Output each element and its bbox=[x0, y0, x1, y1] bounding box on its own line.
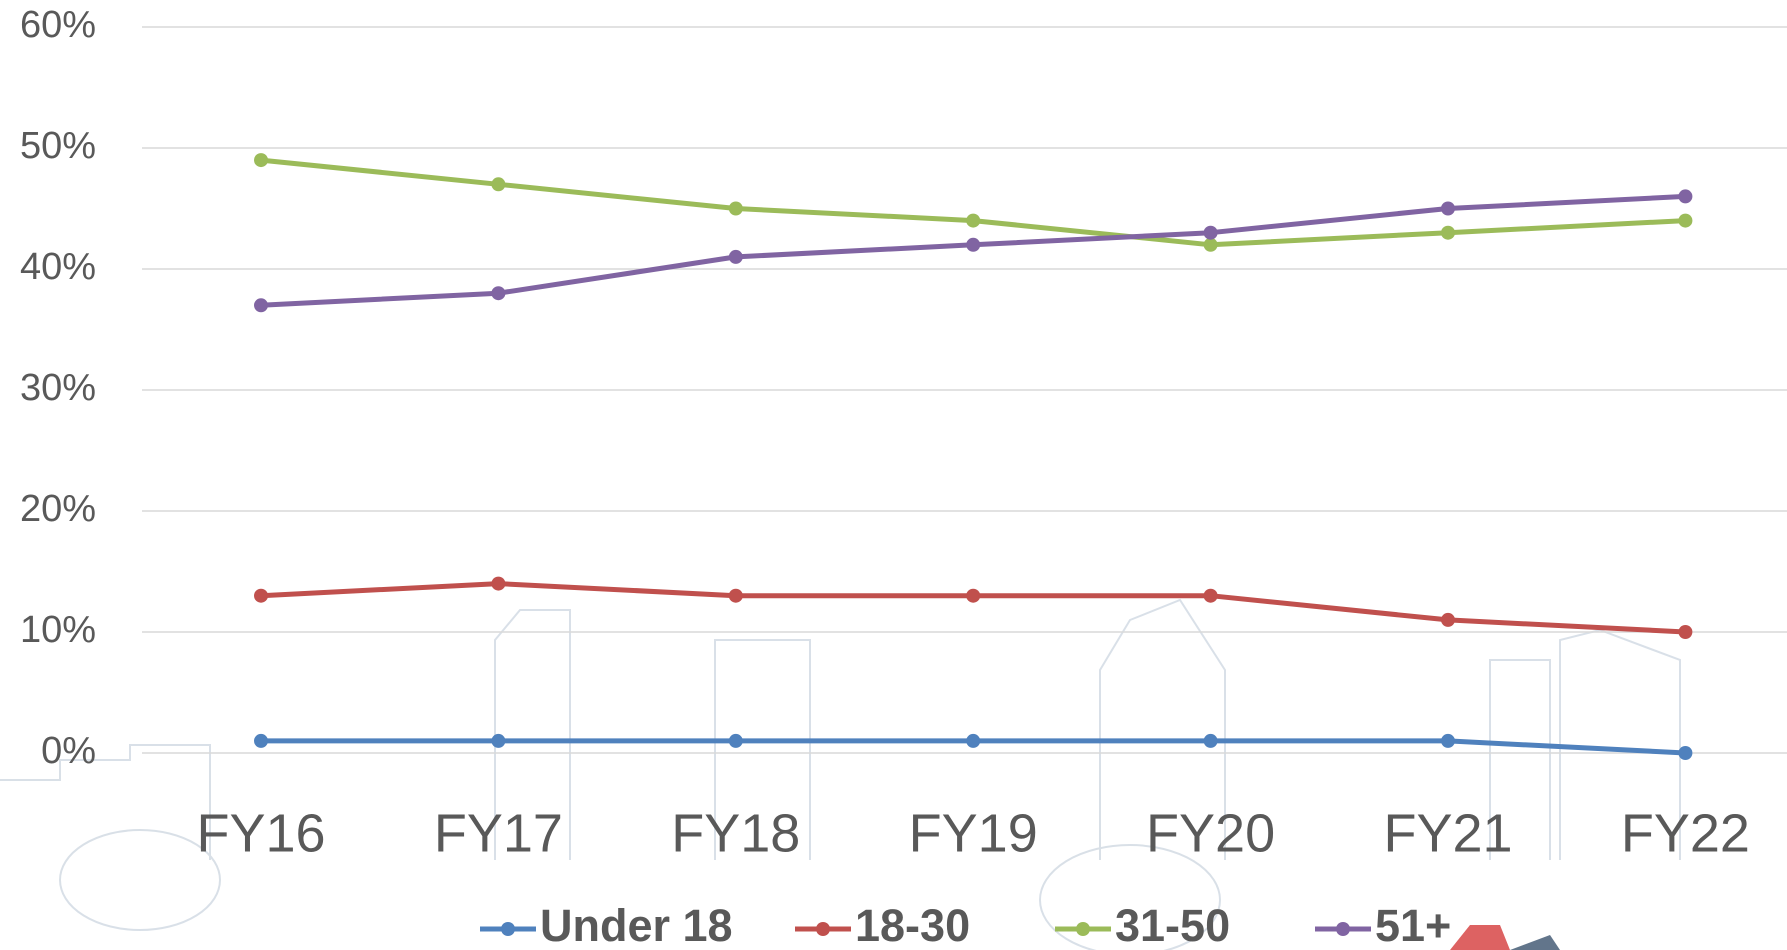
y-tick-label: 60% bbox=[20, 4, 96, 46]
data-point bbox=[1204, 589, 1218, 603]
data-point bbox=[729, 202, 743, 216]
data-point bbox=[729, 734, 743, 748]
y-tick-label: 0% bbox=[41, 730, 96, 772]
y-tick-label: 40% bbox=[20, 246, 96, 288]
y-tick-label: 20% bbox=[20, 488, 96, 530]
legend-marker bbox=[1336, 922, 1350, 936]
legend-label: 18-30 bbox=[855, 900, 970, 950]
data-point bbox=[254, 153, 268, 167]
data-point bbox=[1441, 734, 1455, 748]
series-line bbox=[261, 160, 1685, 245]
y-tick-label: 30% bbox=[20, 367, 96, 409]
legend-marker bbox=[816, 922, 830, 936]
x-tick-label: FY19 bbox=[909, 803, 1038, 863]
data-point bbox=[1441, 202, 1455, 216]
data-point bbox=[729, 589, 743, 603]
x-tick-label: FY20 bbox=[1146, 803, 1275, 863]
x-tick-label: FY16 bbox=[196, 803, 325, 863]
data-point bbox=[1678, 189, 1692, 203]
x-tick-label: FY18 bbox=[671, 803, 800, 863]
data-point bbox=[966, 238, 980, 252]
data-point bbox=[1204, 238, 1218, 252]
legend-marker bbox=[501, 922, 515, 936]
data-point bbox=[491, 177, 505, 191]
x-tick-label: FY22 bbox=[1621, 803, 1750, 863]
x-tick-label: FY17 bbox=[434, 803, 563, 863]
data-point bbox=[966, 734, 980, 748]
data-point bbox=[1204, 734, 1218, 748]
data-point bbox=[1678, 746, 1692, 760]
data-point bbox=[491, 286, 505, 300]
x-tick-label: FY21 bbox=[1383, 803, 1512, 863]
data-point bbox=[1441, 613, 1455, 627]
data-point bbox=[491, 577, 505, 591]
data-point bbox=[729, 250, 743, 264]
y-tick-label: 10% bbox=[20, 609, 96, 651]
background-skyline bbox=[0, 600, 1680, 950]
chart: 0% 10% 20% 30% 40% 50% 60% FY16 FY17 FY18 FY19 FY20… bbox=[0, 0, 1787, 950]
data-point bbox=[1678, 214, 1692, 228]
data-point bbox=[1204, 226, 1218, 240]
data-point bbox=[491, 734, 505, 748]
data-point bbox=[966, 214, 980, 228]
legend-label: 51+ bbox=[1375, 900, 1451, 950]
legend-marker bbox=[1076, 922, 1090, 936]
data-point bbox=[966, 589, 980, 603]
y-tick-label: 50% bbox=[20, 125, 96, 167]
data-point bbox=[254, 298, 268, 312]
data-point bbox=[254, 589, 268, 603]
data-point bbox=[1441, 226, 1455, 240]
legend-label: Under 18 bbox=[540, 900, 733, 950]
data-point bbox=[254, 734, 268, 748]
legend-label: 31-50 bbox=[1115, 900, 1230, 950]
data-point bbox=[1678, 625, 1692, 639]
